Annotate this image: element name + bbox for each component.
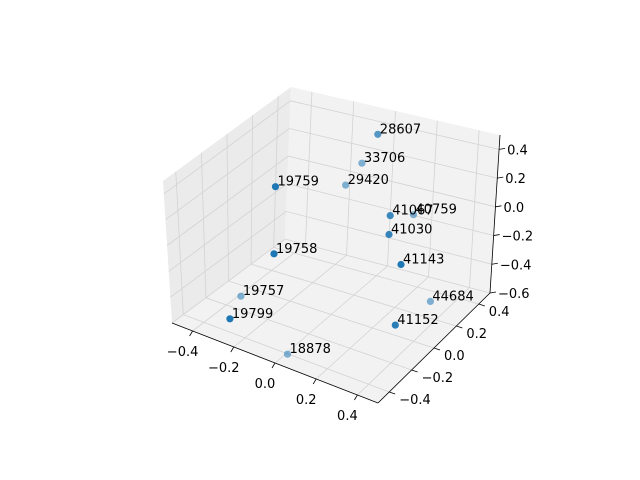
data-point-label: 18878 [290, 342, 331, 357]
z-tick-label: 0.2 [505, 172, 526, 187]
gridline-z [171, 238, 491, 324]
chart-tick-labels: −0.4−0.20.00.20.4−0.4−0.20.00.20.4−0.6−0… [167, 143, 533, 424]
data-point [271, 183, 280, 191]
data-point [409, 211, 418, 219]
y-tick-label: −0.2 [422, 371, 454, 386]
gridline-z [168, 183, 494, 272]
z-tick-label: −0.2 [502, 230, 534, 245]
gridline-z [166, 155, 496, 246]
z-tick-mark [489, 291, 497, 294]
chart-points [226, 130, 434, 358]
data-point [386, 212, 394, 220]
data-point-label: 41152 [397, 313, 438, 328]
y-tick-mark [411, 369, 418, 373]
data-point-label: 19757 [243, 284, 284, 299]
data-point-label: 28607 [380, 122, 421, 137]
z-tick-mark [493, 234, 500, 236]
x-tick-label: −0.4 [167, 345, 199, 360]
y-tick-label: 0.0 [444, 349, 465, 364]
z-tick-label: 0.4 [507, 143, 528, 158]
z-tick-label: 0.0 [503, 201, 524, 216]
data-point-label: 40759 [416, 203, 457, 218]
x-tick-label: 0.0 [255, 377, 276, 392]
x-tick-mark [354, 394, 358, 401]
data-point [358, 159, 366, 167]
z-tick-mark [499, 147, 506, 150]
y-tick-mark [456, 325, 463, 329]
data-point [385, 230, 393, 239]
x-tick-label: −0.2 [208, 361, 240, 376]
data-point-label: 41067 [392, 204, 433, 219]
data-point [397, 260, 405, 269]
floor-pane [172, 239, 490, 403]
data-point-label: 29420 [348, 173, 389, 188]
y-tick-mark [433, 347, 441, 351]
data-point [237, 292, 245, 300]
z-tick-mark [491, 262, 498, 265]
z-tick-label: −0.6 [498, 287, 530, 302]
gridline-z [170, 210, 492, 298]
data-point-label: 19758 [276, 242, 317, 257]
y-tick-label: 0.2 [466, 327, 487, 342]
data-point-label: 19799 [232, 307, 273, 322]
z-tick-label: −0.4 [500, 258, 532, 273]
data-point [391, 321, 399, 329]
data-point [374, 130, 382, 138]
x-tick-mark [189, 330, 193, 337]
y-tick-label: 0.4 [489, 305, 510, 320]
data-point-label: 33706 [364, 151, 405, 166]
x-tick-label: 0.4 [337, 409, 358, 424]
data-point [342, 181, 350, 189]
data-point [426, 297, 434, 305]
z-tick-mark [495, 205, 502, 208]
data-point-label: 41143 [403, 253, 444, 268]
left-pane [163, 87, 291, 323]
back-pane [285, 87, 500, 293]
x-tick-label: 0.2 [296, 393, 317, 408]
data-point-label: 41030 [391, 223, 432, 238]
z-tick-mark [497, 176, 504, 179]
data-point-label: 44684 [432, 289, 473, 304]
data-point [270, 250, 278, 258]
gridline-z [163, 100, 500, 195]
z-axis-line [489, 134, 501, 294]
y-tick-mark [478, 303, 485, 307]
y-tick-label: −0.4 [399, 393, 431, 408]
x-tick-mark [312, 378, 317, 385]
data-point [226, 315, 234, 323]
y-tick-mark [389, 391, 396, 395]
data-point [283, 350, 292, 358]
chart-panes [163, 87, 500, 403]
data-point-label: 19759 [278, 175, 319, 190]
x-tick-mark [271, 362, 276, 369]
chart-gridlines [163, 91, 500, 396]
x-tick-mark [230, 346, 235, 353]
gridline-z [165, 128, 498, 221]
